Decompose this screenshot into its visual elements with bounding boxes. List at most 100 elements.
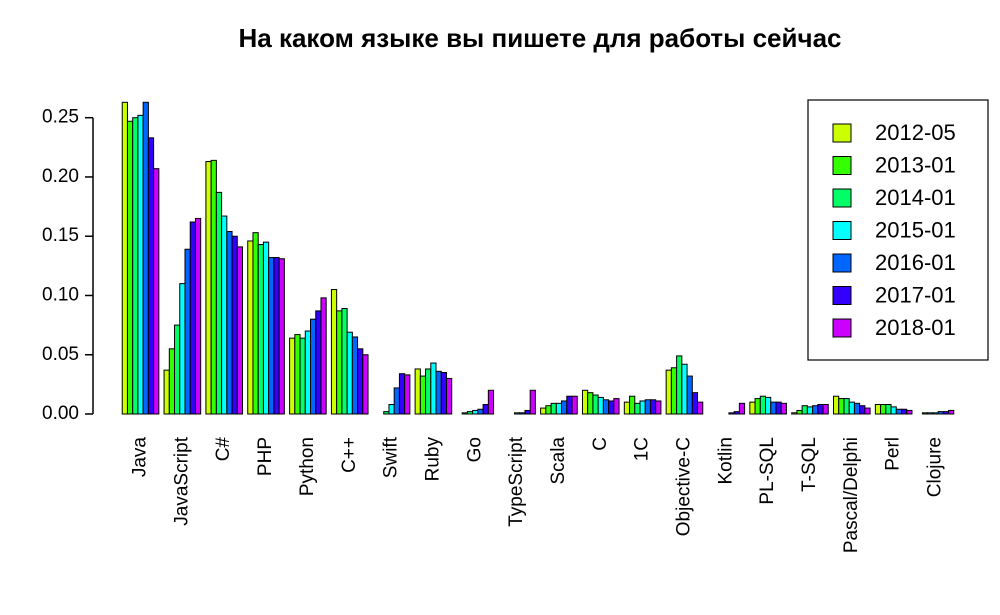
legend-box (807, 99, 989, 361)
bar (597, 396, 604, 415)
bar (561, 400, 568, 415)
bar (780, 402, 787, 415)
bar (174, 324, 181, 415)
bar (649, 399, 657, 415)
bar (571, 395, 578, 415)
bar (330, 289, 338, 415)
bar (278, 258, 285, 415)
bar (895, 408, 903, 415)
bar (205, 161, 212, 415)
bar (623, 401, 631, 415)
bar (843, 398, 850, 415)
x-tick-label: Go (464, 437, 485, 462)
bar (513, 412, 521, 415)
bar (404, 374, 411, 415)
x-tick-label: Java (130, 437, 151, 478)
bar (901, 408, 908, 415)
bar (472, 409, 479, 415)
y-tick-label: 0.10 (42, 284, 79, 305)
bar (812, 405, 819, 415)
bar (414, 368, 421, 415)
bar (351, 336, 359, 415)
bar (791, 412, 798, 415)
bar (927, 412, 934, 415)
bar (519, 412, 526, 415)
bar (289, 337, 296, 415)
bar (430, 362, 437, 415)
bar (435, 370, 442, 415)
bar (665, 369, 672, 415)
bar (864, 407, 871, 415)
bar (770, 401, 777, 415)
bar (346, 331, 353, 415)
bar (733, 411, 740, 415)
bar (942, 411, 950, 415)
bar (937, 411, 944, 415)
bar (273, 257, 280, 415)
bar (555, 402, 563, 415)
bar (822, 404, 829, 415)
bar (801, 405, 808, 415)
x-tick-label: Scala (548, 437, 569, 485)
bar (126, 120, 134, 415)
bar (634, 402, 641, 415)
bar (796, 409, 803, 415)
legend-label: 2016-01 (875, 250, 956, 275)
x-tick-label: PL-SQL (757, 437, 778, 505)
x-tick-label: Kotlin (715, 437, 736, 485)
bar (179, 283, 186, 415)
bar (189, 221, 196, 415)
bar (445, 377, 453, 415)
bar (848, 401, 855, 415)
legend-label: 2012-05 (875, 120, 956, 145)
legend-swatch (832, 286, 852, 305)
bar (806, 406, 814, 415)
x-tick-label: Swift (381, 436, 402, 478)
y-tick-label: 0.20 (42, 166, 79, 187)
bar (880, 404, 887, 415)
bar (252, 232, 259, 415)
legend-label: 2014-01 (875, 185, 956, 210)
bar (749, 401, 756, 415)
bar (644, 399, 651, 415)
bar (697, 401, 704, 415)
bar (817, 404, 824, 415)
bar (932, 412, 939, 415)
bar (163, 369, 170, 415)
x-tick-label: 1C (632, 437, 653, 461)
bar (153, 168, 160, 415)
chart-title: На каком языке вы пишете для работы сейч… (238, 23, 841, 53)
x-tick-label: Objective-C (673, 437, 694, 536)
bar (529, 389, 536, 415)
bar (581, 389, 589, 415)
x-tick-label: Clojure (925, 437, 946, 497)
bar (357, 348, 364, 415)
bar (728, 412, 735, 415)
x-tick-label: C (590, 437, 611, 451)
bar (629, 395, 636, 415)
bar (168, 348, 176, 415)
x-tick-label: Ruby (422, 437, 443, 482)
bar (874, 404, 882, 415)
bar (466, 411, 474, 415)
bar (336, 310, 343, 415)
x-tick-label: Pascal/Delphi (841, 437, 862, 553)
legend-label: 2013-01 (875, 152, 956, 177)
bar (226, 230, 233, 415)
bar (440, 372, 447, 415)
bar (540, 407, 547, 415)
y-tick-label: 0.25 (42, 107, 79, 128)
bar (419, 375, 427, 415)
bar (602, 399, 610, 415)
legend-swatch (832, 253, 852, 273)
bar (524, 409, 531, 415)
bar (691, 392, 699, 415)
bar (393, 387, 400, 415)
bar (388, 404, 395, 415)
bar (759, 395, 767, 415)
legend-swatch (832, 221, 852, 240)
bar (398, 373, 406, 415)
bar (765, 396, 772, 415)
y-tick-label: 0.05 (42, 344, 79, 365)
bar (921, 412, 929, 415)
